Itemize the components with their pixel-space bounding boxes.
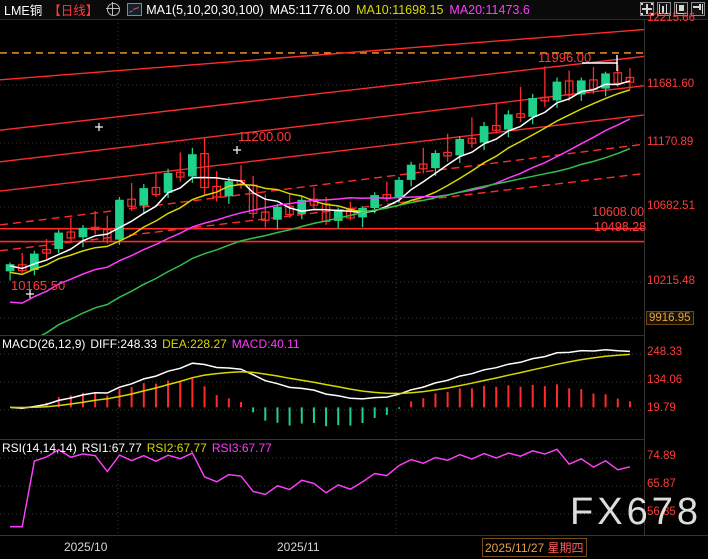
- chart-toolbar: [640, 2, 705, 16]
- scale-left-button[interactable]: [657, 2, 671, 16]
- ma10-value: MA10:11698.15: [356, 2, 444, 17]
- macd-legend: MACD(26,12,9) DIFF:248.33 DEA:228.27 MACD:4…: [2, 337, 305, 351]
- price-chart-panel[interactable]: 11996.00 11200.00 10608.00 10498.28 1016…: [0, 19, 647, 335]
- rsi-legend: RSI(14,14,14) RSI1:67.77 RSI2:67.77 RSI3:67…: [2, 441, 277, 455]
- macd-canvas[interactable]: [0, 336, 644, 440]
- macd-panel[interactable]: MACD(26,12,9) DIFF:248.33 DEA:228.27 MACD:4…: [0, 335, 644, 440]
- date-label-0: 2025/10: [64, 540, 108, 554]
- macd-dea-value: DEA:228.27: [162, 337, 227, 351]
- symbol-name: LME铜: [4, 4, 43, 18]
- rsi-tick-2: 56.85: [647, 506, 676, 518]
- crosshair-circle-icon[interactable]: [106, 2, 121, 16]
- rsi3-value: RSI3:67.77: [211, 441, 272, 455]
- price-tick-0: 12215.66: [647, 12, 695, 24]
- price-tick-3: 10682.51: [647, 200, 695, 212]
- rsi-panel[interactable]: RSI(14,14,14) RSI1:67.77 RSI2:67.77 RSI3:67…: [0, 439, 644, 536]
- macd-diff-value: DIFF:248.33: [90, 337, 158, 351]
- rsi-canvas[interactable]: [0, 440, 644, 536]
- ma5-value: MA5:11776.00: [269, 2, 351, 17]
- shift-right-button[interactable]: [691, 2, 705, 16]
- ma-indicator-icon[interactable]: [127, 3, 143, 16]
- macd-title: MACD(26,12,9): [2, 337, 86, 351]
- period-label[interactable]: 【日线】: [48, 4, 99, 18]
- date-axis[interactable]: 2025/10 2025/11 2025/11/27 星期四: [0, 535, 708, 559]
- rsi-title: RSI(14,14,14): [2, 441, 77, 455]
- date-label-1: 2025/11: [277, 540, 320, 554]
- crosshair-move-button[interactable]: [640, 2, 654, 16]
- scale-right-button[interactable]: [674, 2, 688, 16]
- ma20-value: MA20:11473.6: [449, 2, 530, 17]
- price-tick-1: 11681.60: [647, 78, 695, 90]
- annotation-11200: 11200.00: [238, 129, 292, 144]
- value-axis[interactable]: 12215.66 11681.60 11170.89 10682.51 10215.48…: [644, 12, 708, 535]
- price-tick-4: 10215.48: [647, 275, 695, 287]
- price-tick-2: 11170.89: [647, 136, 694, 148]
- macd-tick-0: 248.33: [647, 346, 683, 358]
- rsi2-value: RSI2:67.77: [146, 441, 207, 455]
- annotation-level-10608: 10608.00: [592, 205, 645, 219]
- macd-hist-value: MACD:40.11: [231, 337, 300, 351]
- macd-tick-1: 134.06: [647, 374, 683, 386]
- annotation-level-10498: 10498.28: [594, 220, 647, 234]
- ma-params-label: MA1(5,10,20,30,100): [146, 2, 264, 17]
- price-tick-5: 9916.95: [646, 311, 694, 325]
- chart-header: LME铜 【日线】 MA1(5,10,20,30,100) MA5:11776.…: [0, 0, 708, 20]
- rsi-tick-1: 65.87: [647, 478, 676, 490]
- rsi1-value: RSI1:67.77: [81, 441, 142, 455]
- date-label-current: 2025/11/27 星期四: [482, 538, 587, 557]
- annotation-low-10165: 10165.50: [11, 278, 66, 293]
- price-chart-canvas[interactable]: [0, 19, 644, 335]
- macd-tick-2: 19.79: [647, 402, 676, 414]
- annotation-high-11996: 11996.00: [538, 50, 592, 65]
- rsi-tick-0: 74.89: [647, 450, 676, 462]
